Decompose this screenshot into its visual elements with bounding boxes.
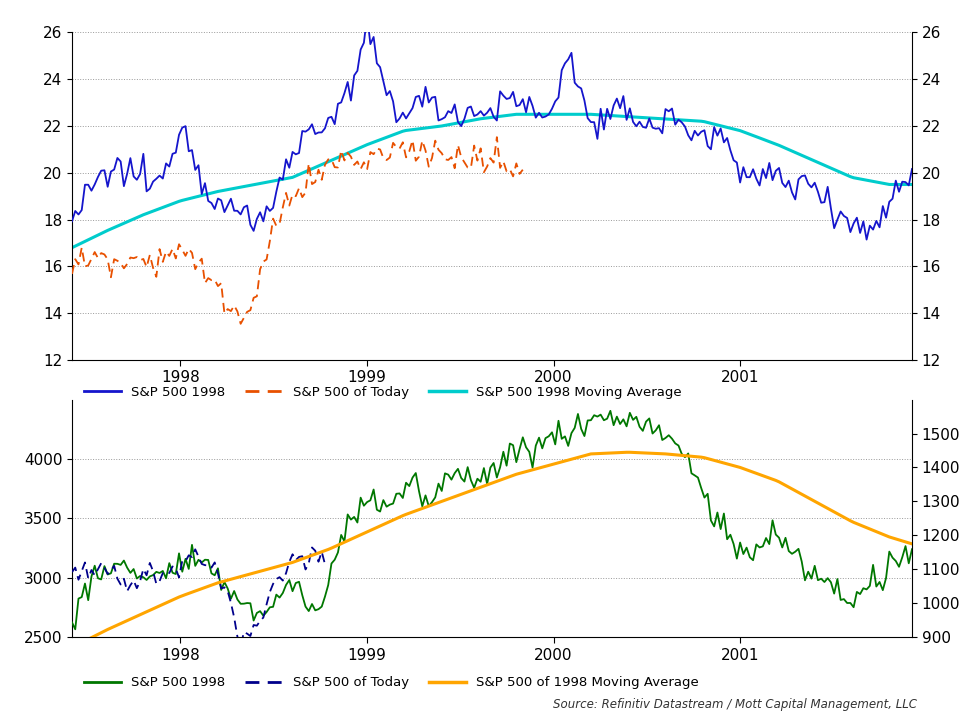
Text: Source: Refinitiv Datastream / Mott Capital Management, LLC: Source: Refinitiv Datastream / Mott Capi… [553,698,917,711]
Legend: S&P 500 1998, S&P 500 of Today, S&P 500 1998 Moving Average: S&P 500 1998, S&P 500 of Today, S&P 500 … [79,381,687,404]
Legend: S&P 500 1998, S&P 500 of Today, S&P 500 of 1998 Moving Average: S&P 500 1998, S&P 500 of Today, S&P 500 … [79,671,705,695]
